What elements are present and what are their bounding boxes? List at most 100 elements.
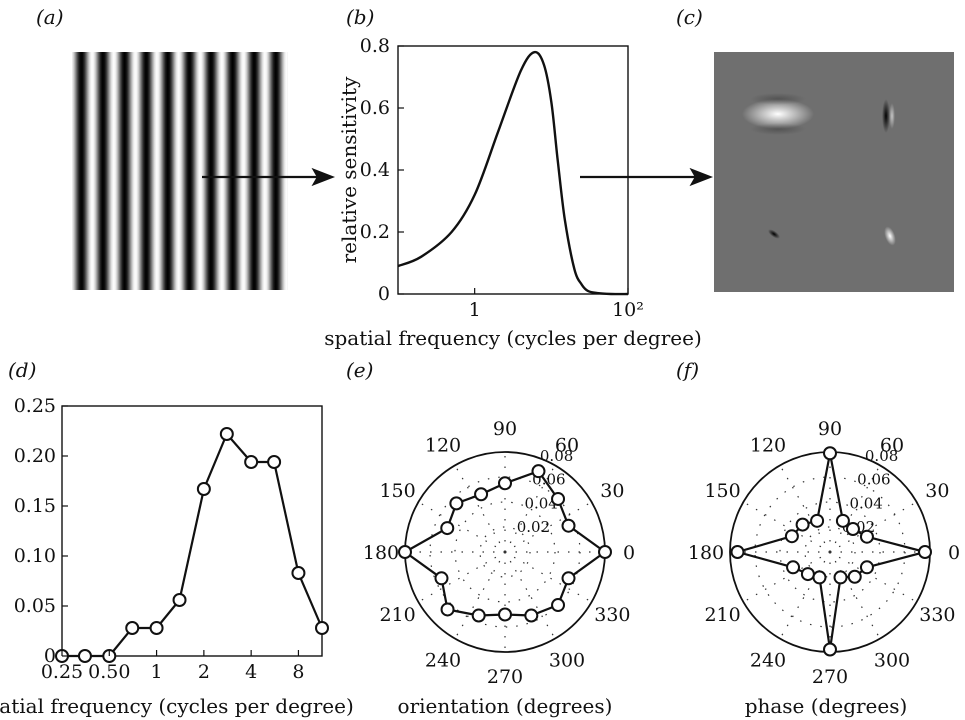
phase-data-point [730,545,745,559]
filter-patch-bottom-left [768,229,780,239]
orientation-radial-tick-label: 0.08 [540,447,573,465]
sensitivity-y-axis-label: relative sensitivity [337,76,361,263]
sensitivity-y-tick-label: 0.4 [360,159,390,181]
orientation-data-line [402,469,607,617]
sensitivity-x-tick-label: 10² [612,299,644,321]
panel-label-c: (c) [676,5,703,29]
frequency-plot-frame [61,405,323,657]
phase-angle-tick-label: 240 [750,649,786,671]
phase-data-point [918,545,932,559]
orientation-data-point [449,496,464,511]
orientation-data-point [498,476,512,491]
orientation-data-point [474,487,489,502]
phase-data-point [859,560,874,575]
sensitivity-chart: 00.20.40.60.8 1 10² relative sensitivity … [324,35,702,350]
arrow-a-to-b [202,167,336,187]
phase-data-point [823,642,837,657]
orientation-data-point [471,608,486,623]
orientation-radial-tick-label: 0.02 [517,518,550,536]
sensitivity-x-axis-label: spatial frequency (cycles per degree) [324,326,702,350]
orientation-angle-tick-label: 240 [425,649,461,671]
phase-data-point [810,513,825,528]
filter-patches-background [714,52,954,292]
phase-angle-tick-label: 0 [948,542,960,564]
orientation-ring [454,501,556,603]
orientation-data-point [551,598,566,613]
filter-patch-top-left-shadow-upper [750,93,806,105]
orientation-polar-chart: 0.020.040.060.08030609012015018021024027… [363,418,635,688]
orientation-angle-tick-label: 0 [623,542,635,564]
orientation-spoke [418,501,506,553]
orientation-data-point [440,521,455,536]
panel-label-a: (a) [36,5,64,29]
orientation-data-point [598,545,612,559]
orientation-ring [479,526,531,578]
phase-angle-tick-label: 210 [704,604,740,626]
orientation-angle-tick-label: 330 [594,604,630,626]
orientation-spoke [454,465,506,553]
phase-angle-tick-label: 300 [874,649,910,671]
frequency-x-tick-label: 1 [151,661,163,683]
arrow-b-to-c [580,167,714,187]
frequency-data-point [291,566,306,580]
phase-ring [804,526,856,578]
orientation-angle-tick-label: 150 [379,480,415,502]
phase-angle-tick-label: 150 [704,480,740,502]
frequency-x-tick-label: 2 [198,661,210,683]
orientation-angle-tick-label: 60 [555,435,579,457]
orientation-angle-tick-label: 180 [363,542,399,564]
phase-ring [754,476,906,628]
filter-patch-bottom-right [884,226,896,246]
phase-data-point [823,446,837,461]
phase-axis-label: phase (degrees) [745,694,908,718]
orientation-data-point [440,602,455,617]
panel-label-d: (d) [8,358,36,382]
frequency-data-point [172,593,187,607]
phase-data-point [784,529,799,544]
phase-data-point [859,529,874,544]
sensitivity-curve [397,50,629,296]
frequency-y-tick-label: 0.20 [14,445,56,467]
phase-data-point [845,522,860,537]
filter-patch-top-left-shadow-lower [750,123,806,135]
sensitivity-y-tick-label: 0.6 [360,97,390,119]
phase-polar-chart: 0.020.040.060.08030609012015018021024027… [688,418,960,688]
orientation-angle-tick-label: 300 [549,649,585,671]
orientation-spoke [454,551,506,639]
phase-ring [779,501,881,603]
orientation-spoke [504,551,592,603]
frequency-data-point [267,455,282,469]
orientation-data-point [498,607,512,622]
phase-angle-tick-label: 60 [880,435,904,457]
frequency-distribution-line [62,431,324,658]
frequency-x-tick-label: 8 [292,661,304,683]
sensitivity-plot-frame [397,45,629,295]
phase-data-point [835,513,850,528]
phase-angle-tick-label: 120 [750,435,786,457]
phase-data-point [833,570,848,585]
orientation-data-point [524,608,539,623]
orientation-data-point [434,571,449,586]
orientation-angle-tick-label: 270 [487,666,523,688]
frequency-data-point [125,621,140,635]
grating-panel [72,52,288,290]
panel-label-f: (f) [676,358,699,382]
orientation-angle-tick-label: 30 [600,480,624,502]
grating-image [72,52,288,290]
sensitivity-y-tick-label: 0.8 [360,35,390,57]
frequency-x-axis-label: spatial frequency (cycles per degree) [0,694,354,718]
frequency-data-point [315,621,329,635]
filter-patch-top-right-highlight [889,103,895,129]
orientation-data-point [531,464,546,479]
phase-data-point [847,569,862,584]
frequency-y-tick-label: 0.25 [14,395,56,417]
frequency-x-tick-label: 0.50 [88,661,130,683]
frequency-y-tick-label: 0.15 [14,495,56,517]
orientation-data-point [398,545,412,559]
orientation-spoke [418,551,506,603]
orientation-axis-label: orientation (degrees) [398,694,613,718]
frequency-data-point [219,427,234,441]
frequency-data-point [77,649,92,663]
phase-radial-tick-label: 0.04 [849,494,882,512]
